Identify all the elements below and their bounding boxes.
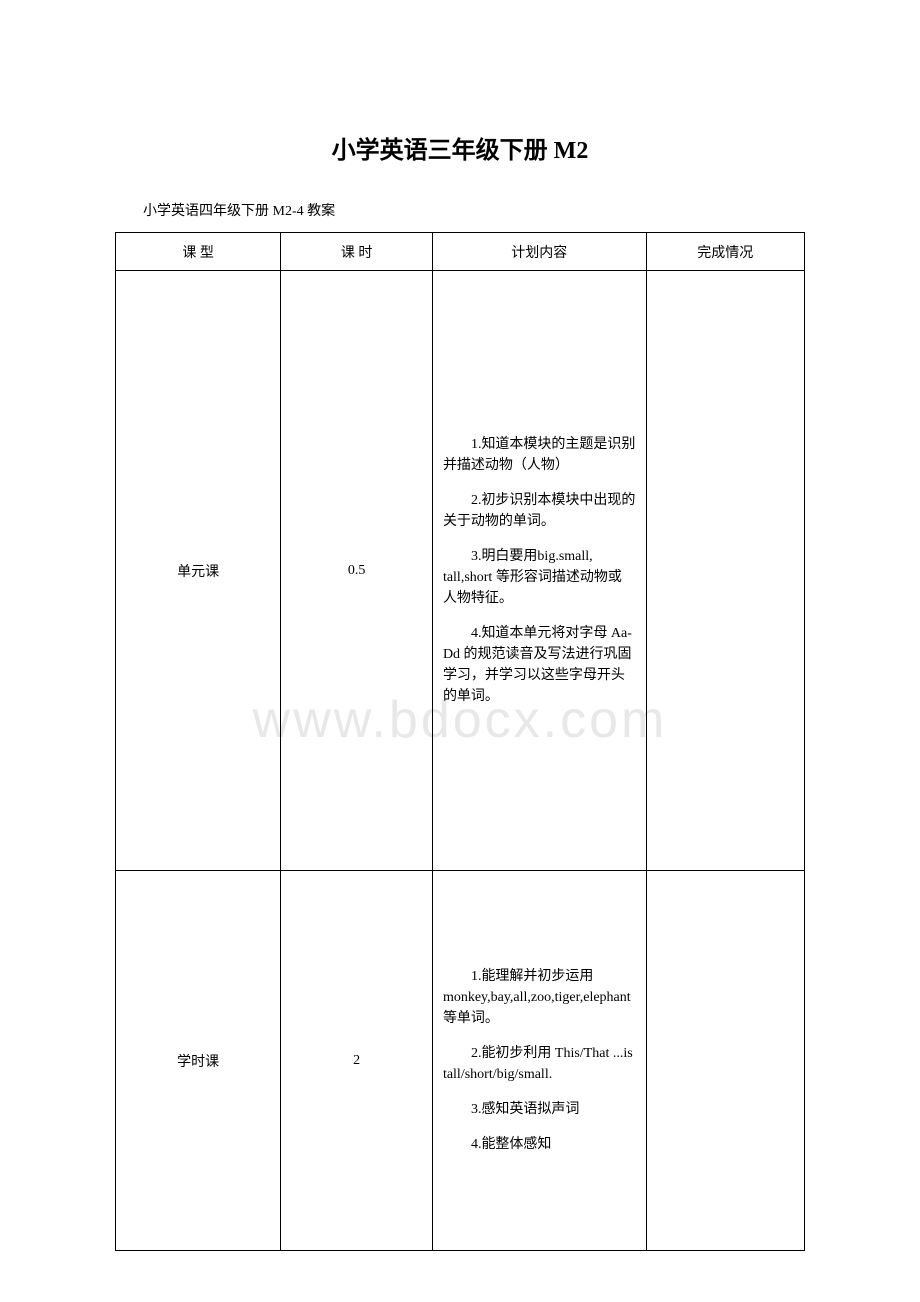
content-item: 2.初步识别本模块中出现的关于动物的单词。 bbox=[443, 490, 636, 532]
header-hours: 课 时 bbox=[281, 233, 433, 271]
content-item: 4.知道本单元将对字母 Aa-Dd 的规范读音及写法进行巩固学习，并学习以这些字… bbox=[443, 623, 636, 707]
cell-content: 1.知道本模块的主题是识别并描述动物（人物） 2.初步识别本模块中出现的关于动物… bbox=[432, 271, 646, 871]
header-type: 课 型 bbox=[116, 233, 281, 271]
cell-hours: 2 bbox=[281, 871, 433, 1251]
content-item: 1.能理解并初步运用monkey,bay,all,zoo,tiger,eleph… bbox=[443, 966, 636, 1029]
cell-status bbox=[646, 871, 804, 1251]
document-subtitle: 小学英语四年级下册 M2-4 教案 bbox=[115, 200, 805, 220]
cell-type: 学时课 bbox=[116, 871, 281, 1251]
content-item: 3.明白要用big.small, tall,short 等形容词描述动物或人物特… bbox=[443, 546, 636, 609]
content-item: 2.能初步利用 This/That ...is tall/short/big/s… bbox=[443, 1043, 636, 1085]
header-status: 完成情况 bbox=[646, 233, 804, 271]
content-item: 1.知道本模块的主题是识别并描述动物（人物） bbox=[443, 434, 636, 476]
cell-status bbox=[646, 271, 804, 871]
cell-hours: 0.5 bbox=[281, 271, 433, 871]
document-content: 小学英语三年级下册 M2 小学英语四年级下册 M2-4 教案 课 型 课 时 计… bbox=[115, 130, 805, 1251]
content-item: 3.感知英语拟声词 bbox=[443, 1099, 636, 1120]
table-row: 学时课 2 1.能理解并初步运用monkey,bay,all,zoo,tiger… bbox=[116, 871, 805, 1251]
cell-content: 1.能理解并初步运用monkey,bay,all,zoo,tiger,eleph… bbox=[432, 871, 646, 1251]
table-header-row: 课 型 课 时 计划内容 完成情况 bbox=[116, 233, 805, 271]
document-title: 小学英语三年级下册 M2 bbox=[115, 130, 805, 165]
content-item: 4.能整体感知 bbox=[443, 1134, 636, 1155]
cell-type: 单元课 bbox=[116, 271, 281, 871]
lesson-plan-table: 课 型 课 时 计划内容 完成情况 单元课 0.5 1.知道本模块的主题是识别并… bbox=[115, 232, 805, 1251]
header-content: 计划内容 bbox=[432, 233, 646, 271]
table-row: 单元课 0.5 1.知道本模块的主题是识别并描述动物（人物） 2.初步识别本模块… bbox=[116, 271, 805, 871]
